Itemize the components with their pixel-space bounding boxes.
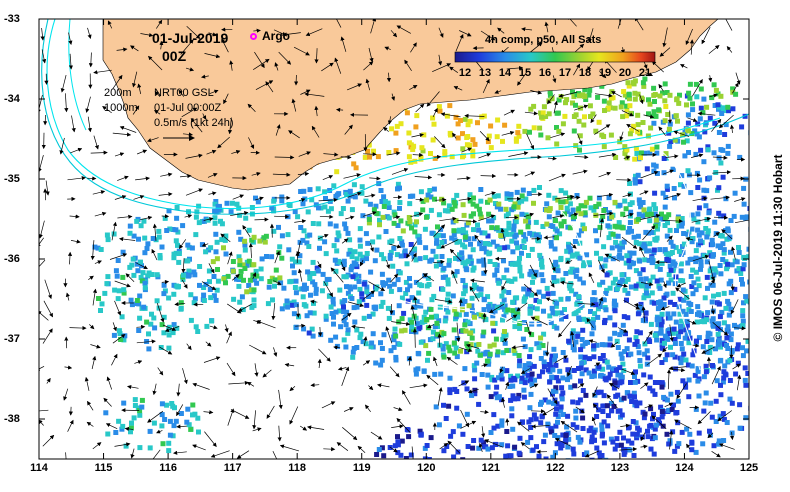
colorbar-tick-label: 20 bbox=[618, 67, 632, 79]
argo-label: Argo bbox=[262, 29, 290, 43]
x-tick-label: 117 bbox=[223, 462, 242, 474]
x-tick-label: 115 bbox=[94, 462, 113, 474]
colorbar-tick-label: 18 bbox=[578, 67, 592, 79]
map-time: 00Z bbox=[162, 48, 187, 64]
x-tick-label: 123 bbox=[610, 462, 630, 474]
colorbar-tick-label: 17 bbox=[558, 67, 572, 79]
colorbar-title: 4h comp, p50, All Sats bbox=[485, 34, 602, 46]
ssh-contours bbox=[399, 149, 701, 371]
axis-ticks bbox=[38, 18, 750, 459]
current-time-label: 01-Jul 00:00Z bbox=[154, 102, 222, 114]
map-frame bbox=[38, 18, 750, 460]
y-tick-label: -35 bbox=[4, 173, 20, 185]
current-vectors bbox=[39, 19, 749, 459]
x-tick-label: 119 bbox=[352, 462, 371, 474]
colorbar-tick-label: 13 bbox=[478, 67, 492, 79]
x-tick-label: 118 bbox=[288, 462, 307, 474]
map-date: 01-Jul-2019 bbox=[152, 30, 229, 46]
y-tick-label: -33 bbox=[4, 13, 20, 25]
colorbar-tick-label: 21 bbox=[638, 67, 652, 79]
colorbar-ticks: 12 13 14 15 16 17 18 19 20 21 bbox=[455, 67, 655, 81]
argo-float-icon bbox=[250, 32, 257, 40]
isobath-200-label: 200m bbox=[104, 87, 132, 99]
y-tick-label: -36 bbox=[4, 253, 20, 265]
x-tick-label: 124 bbox=[675, 462, 694, 474]
x-tick-label: 116 bbox=[159, 462, 177, 474]
y-tick-label: -34 bbox=[4, 93, 20, 105]
x-tick-label: 120 bbox=[417, 462, 436, 474]
isobath-1000-label: 1000m bbox=[104, 102, 138, 114]
current-source-label: NRT00 GSL bbox=[154, 87, 214, 99]
colorbar-tick-label: 15 bbox=[518, 67, 532, 79]
colorbar-tick-label: 19 bbox=[598, 67, 612, 79]
y-tick-label: -38 bbox=[4, 413, 20, 425]
map-plot-area bbox=[39, 19, 749, 459]
colorbar-tick-label: 14 bbox=[498, 67, 512, 79]
credit-text: © IMOS 06-Jul-2019 11:30 Hobart bbox=[771, 154, 785, 342]
y-tick-label: -37 bbox=[4, 333, 20, 345]
x-tick-label: 114 bbox=[30, 462, 48, 474]
vector-scale-label: 0.5m/s (1kt 24h) bbox=[154, 117, 234, 129]
x-tick-label: 122 bbox=[546, 462, 565, 474]
colorbar bbox=[454, 51, 656, 63]
x-tick-label: 121 bbox=[481, 462, 500, 474]
colorbar-tick-label: 16 bbox=[538, 67, 552, 79]
colorbar-tick-label: 12 bbox=[458, 67, 472, 79]
x-tick-label: 125 bbox=[739, 462, 759, 474]
argo-legend: Argo bbox=[250, 29, 290, 43]
